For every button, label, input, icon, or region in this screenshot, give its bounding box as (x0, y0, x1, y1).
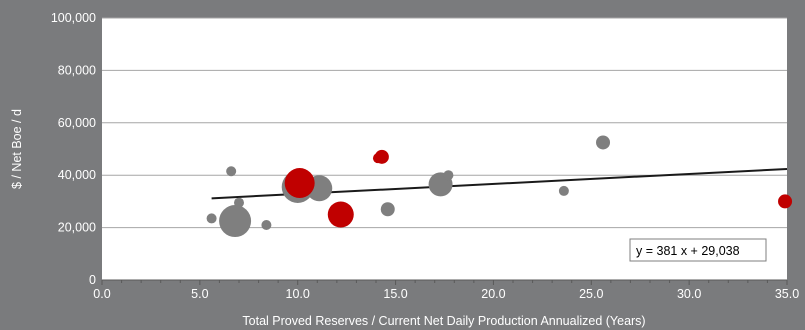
x-tick-label: 30.0 (677, 287, 701, 301)
y-tick-label: 80,000 (58, 63, 96, 77)
x-tick-label: 10.0 (286, 287, 310, 301)
equation-box-frame (629, 238, 767, 262)
data-point (443, 170, 454, 181)
equation-box: y = 381 x + 29,038 (629, 238, 767, 262)
axes (101, 279, 788, 285)
x-tick-label: 0.0 (93, 287, 110, 301)
x-tick-label: 20.0 (481, 287, 505, 301)
data-point (219, 205, 252, 238)
data-points (206, 135, 793, 238)
data-point (261, 219, 272, 230)
data-point (778, 194, 793, 209)
data-point (327, 201, 354, 228)
x-tick-label: 15.0 (383, 287, 407, 301)
y-tick-label: 40,000 (58, 168, 96, 182)
y-tick-label: 100,000 (51, 11, 96, 25)
data-point (380, 202, 395, 217)
y-tick-label: 60,000 (58, 116, 96, 130)
x-tick-label: 5.0 (191, 287, 208, 301)
x-axis-title: Total Proved Reserves / Current Net Dail… (242, 314, 645, 328)
x-tick-label: 25.0 (579, 287, 603, 301)
data-point (284, 168, 315, 199)
y-tick-label: 0 (89, 273, 96, 287)
x-tick-label: 35.0 (775, 287, 799, 301)
trendline-equation: y = 381 x + 29,038 (636, 244, 740, 258)
plot-area (102, 18, 787, 280)
y-axis-title: $ / Net Boe / d (10, 109, 24, 189)
data-point (206, 213, 217, 224)
tick-labels: 0 20,000 40,000 60,000 80,000 100,000 0.0 5.0 10… (51, 11, 799, 301)
data-point (558, 185, 569, 196)
y-tick-label: 20,000 (58, 221, 96, 235)
data-point (374, 149, 389, 164)
data-point (226, 166, 237, 177)
data-point (596, 135, 611, 150)
data-point (234, 197, 244, 208)
